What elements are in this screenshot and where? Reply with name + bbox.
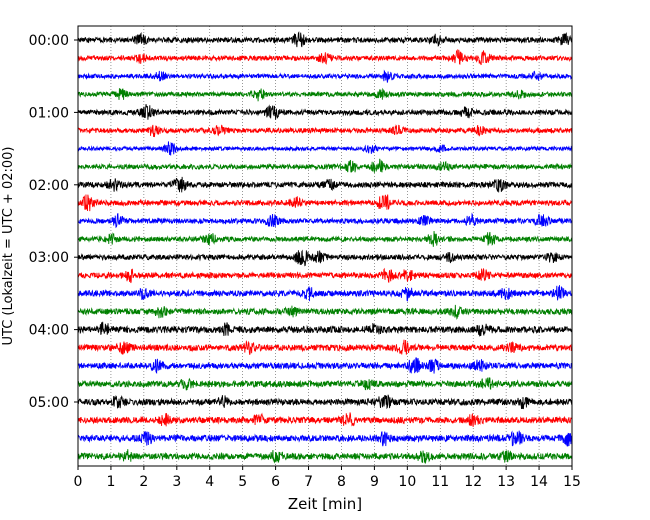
trace-0230	[77, 212, 573, 229]
y-tick-label: 03:00	[29, 250, 69, 266]
trace-0515	[77, 412, 573, 428]
trace-0545	[77, 449, 573, 465]
x-tick-label: 3	[172, 474, 181, 490]
trace-0245	[77, 231, 573, 247]
trace-0045	[77, 87, 573, 102]
trace-0500	[77, 394, 573, 410]
x-tick-label: 4	[205, 474, 214, 490]
x-tick-label: 15	[563, 474, 581, 490]
y-tick-label: 00:00	[29, 33, 69, 49]
trace-0200	[77, 176, 573, 193]
trace-0000	[77, 31, 573, 48]
y-tick-label: 02:00	[29, 178, 69, 194]
trace-0530	[77, 430, 573, 447]
x-tick-label: 1	[106, 474, 115, 490]
x-tick-label: 7	[304, 474, 313, 490]
seismic-traces	[77, 31, 573, 465]
trace-0415	[77, 339, 573, 355]
trace-0030	[77, 69, 573, 83]
x-tick-label: 5	[238, 474, 247, 490]
y-axis-label: UTC (Lokalzeit = UTC + 02:00)	[1, 147, 16, 346]
trace-0130	[77, 141, 573, 156]
trace-0400	[77, 321, 573, 337]
x-tick-label: 0	[74, 474, 83, 490]
x-tick-label: 13	[497, 474, 515, 490]
y-tick-label: 05:00	[29, 395, 69, 411]
trace-0145	[77, 158, 573, 173]
x-axis-ticks: 0 1 2 3 4 5 6 7 8 9 10 11 12 13 14 15	[74, 466, 581, 490]
x-axis-label: Zeit [min]	[288, 495, 362, 513]
trace-0430	[77, 357, 573, 375]
trace-0300	[77, 249, 573, 267]
x-tick-label: 12	[464, 474, 482, 490]
x-tick-label: 9	[370, 474, 379, 490]
y-tick-label: 04:00	[29, 323, 69, 339]
grid-lines	[110, 26, 540, 466]
x-tick-label: 6	[271, 474, 280, 490]
trace-0115	[77, 124, 573, 138]
y-axis-ticks: 00:00 01:00 02:00 03:00 04:00 05:00	[29, 33, 78, 411]
trace-0015	[77, 48, 573, 66]
trace-0345	[77, 304, 573, 320]
x-tick-label: 2	[139, 474, 148, 490]
x-tick-label: 8	[337, 474, 346, 490]
trace-0215	[77, 194, 573, 212]
trace-0330	[77, 285, 573, 302]
plot-frame	[77, 25, 573, 467]
x-tick-label: 10	[398, 474, 416, 490]
trace-0445	[77, 377, 573, 391]
trace-0315	[77, 267, 573, 284]
x-tick-label: 11	[431, 474, 449, 490]
y-tick-label: 01:00	[29, 105, 69, 121]
trace-0100	[77, 104, 573, 120]
x-tick-label: 14	[530, 474, 548, 490]
